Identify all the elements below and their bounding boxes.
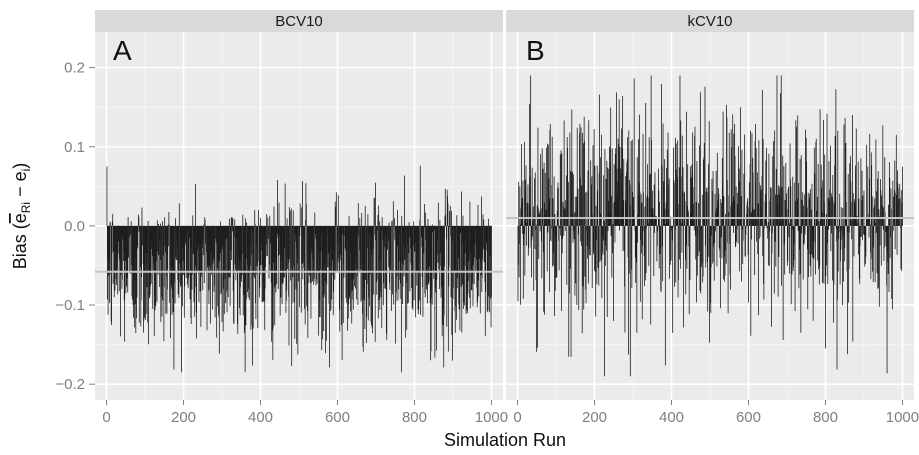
strip-b bbox=[506, 10, 914, 32]
strip-a bbox=[95, 10, 503, 32]
x-tick-label: 600 bbox=[736, 409, 761, 426]
y-tick-label: 0.1 bbox=[64, 139, 85, 156]
y-axis-title: Bias (eRi − ei) bbox=[10, 163, 33, 270]
x-axis-title: Simulation Run bbox=[444, 430, 566, 450]
x-tick-label: 200 bbox=[582, 409, 607, 426]
x-tick-label: 400 bbox=[248, 409, 273, 426]
x-tick-label: 0 bbox=[513, 409, 521, 426]
bias-series-a bbox=[106, 165, 492, 373]
panel-letter-a: A bbox=[113, 35, 132, 66]
x-tick-label: 0 bbox=[102, 409, 110, 426]
x-tick-label: 800 bbox=[402, 409, 427, 426]
y-axis: −0.2 −0.1 0.0 0.1 0.2 bbox=[55, 60, 95, 393]
strip-label-a: BCV10 bbox=[275, 13, 323, 30]
y-tick-label: 0.2 bbox=[64, 60, 85, 77]
x-tick-label: 400 bbox=[659, 409, 684, 426]
x-tick-label: 200 bbox=[171, 409, 196, 426]
y-tick-label: −0.2 bbox=[55, 376, 85, 393]
panel-a: BCV10 A 0 200 400 600 800 1000 bbox=[95, 10, 508, 426]
y-tick-label: −0.1 bbox=[55, 297, 85, 314]
x-tick-label: 800 bbox=[813, 409, 838, 426]
x-tick-label: 1000 bbox=[886, 409, 919, 426]
strip-label-b: kCV10 bbox=[687, 13, 732, 30]
bias-series-b bbox=[517, 75, 903, 377]
x-tick-label: 1000 bbox=[475, 409, 508, 426]
panel-letter-b: B bbox=[526, 35, 545, 66]
panel-b: kCV10 B 0 200 400 600 800 1000 bbox=[506, 10, 919, 426]
x-tick-label: 600 bbox=[325, 409, 350, 426]
y-tick-label: 0.0 bbox=[64, 218, 85, 235]
